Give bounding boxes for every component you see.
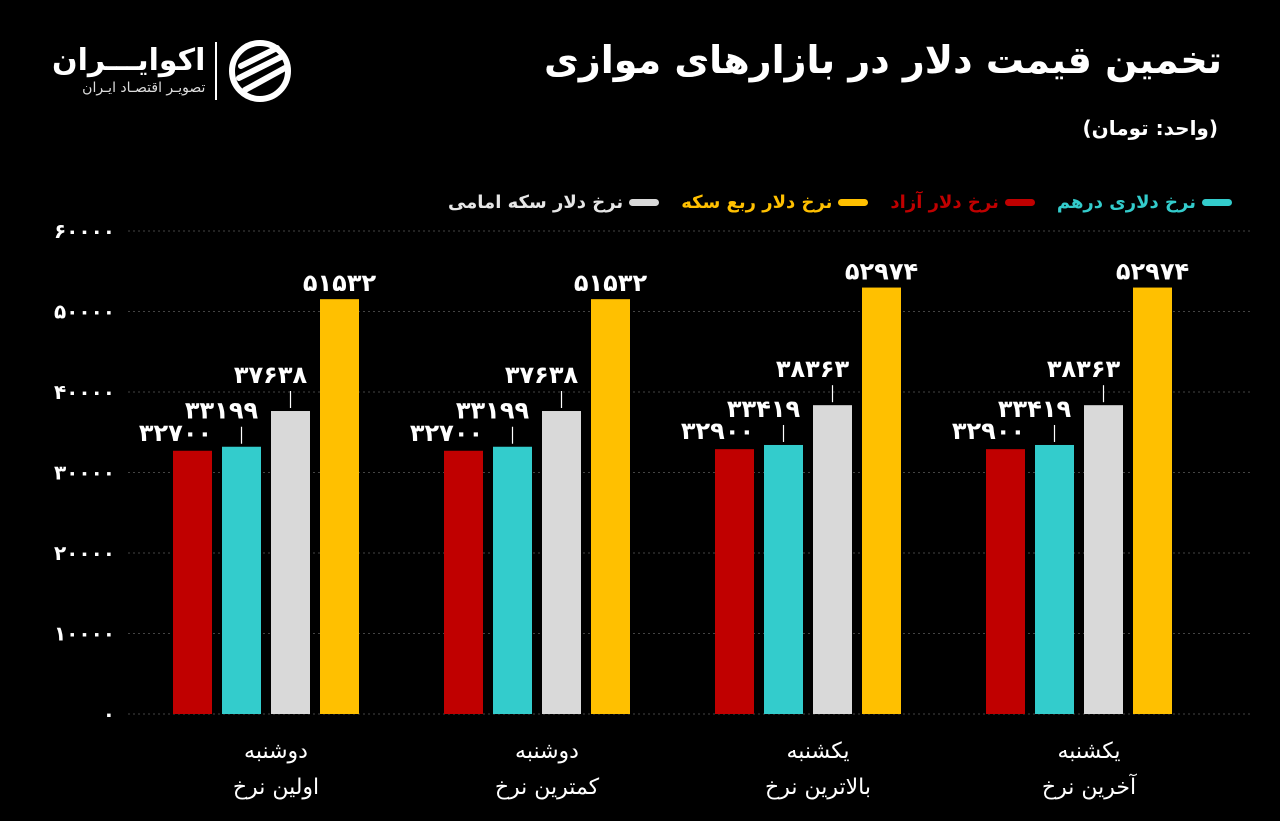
bar <box>542 411 581 714</box>
data-label: ۳۲۹۰۰ <box>681 417 754 445</box>
legend-label: نرخ دلار آزاد <box>890 192 999 213</box>
x-tick-label: اولین نرخ <box>233 775 319 800</box>
legend-item: نرخ دلار سکه امامی <box>447 192 660 213</box>
bar <box>444 450 483 714</box>
bar <box>173 450 212 714</box>
x-tick-label: دوشنبه <box>515 739 579 764</box>
data-label: ۳۳۱۹۹ <box>456 397 530 425</box>
logo-tagline: تصویـر اقتصـاد ایـران <box>82 80 206 96</box>
data-label: ۳۸۳۶۳ <box>1047 355 1121 383</box>
data-label: ۳۳۴۱۹ <box>998 395 1072 423</box>
bar <box>715 449 754 714</box>
bar <box>271 411 310 714</box>
bar <box>222 446 261 714</box>
legend-label: نرخ دلاری درهم <box>1056 192 1196 213</box>
x-tick-label: یکشنبه <box>1058 739 1121 764</box>
y-tick-label: ۴۰۰۰۰ <box>54 380 115 404</box>
legend-item: نرخ دلار ربع سکه <box>681 192 869 213</box>
y-tick-label: ۶۰۰۰۰ <box>54 219 115 243</box>
bar <box>493 446 532 714</box>
y-tick-label: ۵۰۰۰۰ <box>54 300 115 324</box>
legend-label: نرخ دلار سکه امامی <box>447 192 624 213</box>
x-tick-label: یکشنبه <box>787 739 850 764</box>
logo-text: اکوایـــران تصویـر اقتصـاد ایـران <box>52 44 205 98</box>
data-label: ۵۱۵۳۲ <box>574 269 648 297</box>
legend-label: نرخ دلار ربع سکه <box>681 192 833 213</box>
bar <box>764 444 803 714</box>
legend-item: نرخ دلار آزاد <box>890 192 1035 213</box>
y-tick-label: ۱۰۰۰۰ <box>54 622 115 646</box>
logo-name: اکوایـــران <box>52 43 206 78</box>
x-tick-label: آخرین نرخ <box>1042 773 1137 800</box>
y-tick-label: ۰ <box>103 702 115 726</box>
data-label: ۳۳۱۹۹ <box>185 397 259 425</box>
data-label: ۵۲۹۷۴ <box>845 258 918 286</box>
data-label: ۳۲۹۰۰ <box>952 417 1025 445</box>
legend-swatch <box>838 199 869 206</box>
data-label: ۳۲۷۰۰ <box>410 419 483 447</box>
bar <box>986 449 1025 714</box>
logo: اکوایـــران تصویـر اقتصـاد ایـران <box>52 38 293 104</box>
data-label: ۳۳۴۱۹ <box>727 395 801 423</box>
legend-swatch <box>1004 199 1035 206</box>
data-label: ۳۸۳۶۳ <box>776 355 850 383</box>
bar <box>1133 287 1172 714</box>
legend-swatch <box>629 199 660 206</box>
data-label: ۳۲۷۰۰ <box>139 419 212 447</box>
logo-mark-icon <box>229 40 292 102</box>
unit-label: (واحد: تومان) <box>1082 116 1218 140</box>
data-label: ۳۷۶۳۸ <box>505 361 579 389</box>
bar <box>1084 405 1123 714</box>
bar <box>862 287 901 714</box>
x-tick-label: دوشنبه <box>244 739 308 764</box>
bar <box>320 299 359 714</box>
data-label: ۵۱۵۳۲ <box>303 269 377 297</box>
x-tick-label: کمترین نرخ <box>495 775 600 800</box>
bar <box>1035 444 1074 714</box>
legend-item: نرخ دلاری درهم <box>1057 192 1232 213</box>
legend: نرخ دلاری درهم نرخ دلار آزاد نرخ دلار ربع … <box>448 192 1232 213</box>
bar <box>813 405 852 714</box>
y-tick-label: ۳۰۰۰۰ <box>54 461 115 485</box>
data-label: ۳۷۶۳۸ <box>234 361 308 389</box>
logo-separator <box>215 42 218 100</box>
chart-title: تخمین قیمت دلار در بازارهای موازی <box>544 38 1222 82</box>
bar <box>591 299 630 714</box>
y-tick-label: ۲۰۰۰۰ <box>54 541 115 565</box>
x-tick-label: بالاترین نرخ <box>765 775 871 800</box>
legend-swatch <box>1202 199 1232 206</box>
data-label: ۵۲۹۷۴ <box>1116 258 1189 286</box>
